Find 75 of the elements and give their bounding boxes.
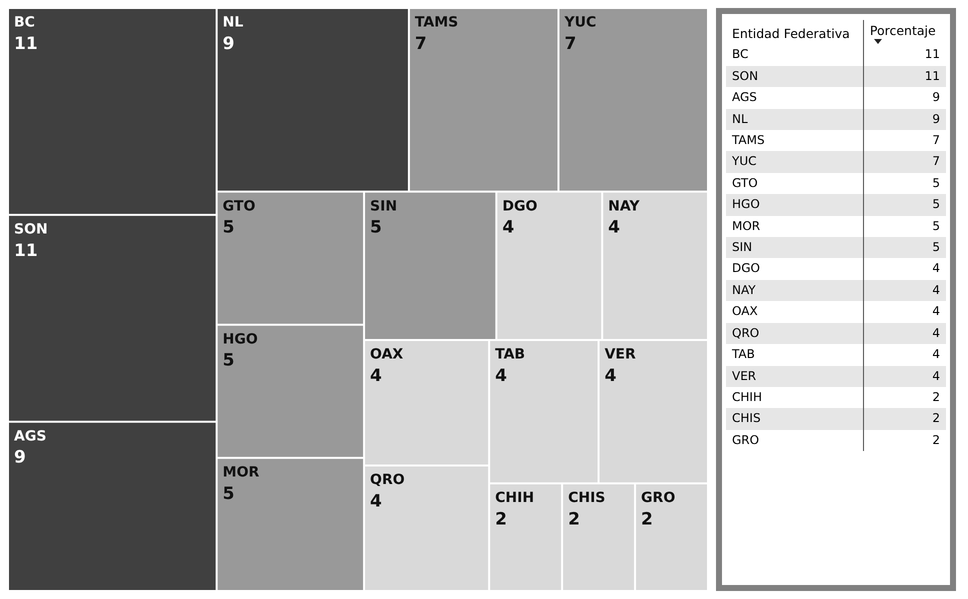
category-label: SIN (731, 239, 754, 256)
category-label: OAX (370, 346, 404, 363)
data-label: 5 (863, 237, 946, 258)
data-label: 4 (863, 301, 946, 323)
data-label: 4 (370, 491, 382, 512)
category-label: QRO (370, 472, 405, 488)
category-label: TAB (495, 346, 526, 363)
data-label: 4 (863, 322, 946, 344)
data-label: 4 (863, 258, 946, 280)
data-label: 7 (863, 151, 946, 173)
data-label: 2 (568, 509, 580, 530)
category-label: NAY (608, 198, 640, 214)
data-label: 2 (863, 386, 946, 408)
data-label: 4 (863, 366, 946, 387)
category-label: CHIH (495, 490, 534, 506)
data-label: 5 (222, 484, 234, 504)
data-label: 7 (863, 130, 946, 152)
data-label: 2 (641, 509, 653, 530)
category-label: SIN (370, 198, 398, 214)
category-label: MOR (731, 218, 762, 235)
category-label: DGO (731, 260, 761, 278)
category-label: DGO (502, 198, 538, 214)
category-label: NL (222, 14, 244, 31)
data-label: 4 (502, 218, 514, 238)
category-label: AGS (14, 428, 46, 444)
category-label: VER (731, 368, 758, 384)
data-label: 4 (863, 280, 946, 302)
category-label: OAX (731, 303, 759, 320)
category-label: GTO (731, 174, 759, 192)
data-label: 9 (863, 87, 946, 109)
data-label: 9 (222, 34, 234, 54)
data-label: 2 (863, 408, 946, 430)
data-label: 9 (863, 108, 946, 130)
data-label: 5 (863, 216, 946, 238)
category-label: BC (731, 46, 750, 64)
data-label: 5 (222, 350, 234, 371)
data-label: 5 (222, 218, 234, 238)
category-label: HGO (222, 331, 258, 348)
category-label: TAMS (414, 14, 458, 31)
category-label: NAY (731, 282, 757, 299)
category-label: BC (14, 14, 35, 31)
data-label: 4 (495, 366, 508, 386)
category-label: CHIH (731, 388, 763, 406)
data-label: 5 (863, 194, 946, 216)
data-label: 11 (14, 240, 38, 261)
data-label: 11 (863, 66, 946, 88)
data-label: 7 (564, 34, 576, 54)
text: Porcentaje (870, 22, 937, 40)
data-label: 4 (604, 366, 617, 386)
category-label: GRO (731, 432, 760, 449)
data-label: 5 (370, 218, 382, 238)
data-label: 5 (863, 172, 946, 194)
category-label: VER (604, 346, 636, 363)
category-label: YUC (563, 14, 596, 31)
category-label: TAMS (731, 132, 766, 150)
category-label: SON (14, 222, 48, 238)
category-label: MOR (222, 464, 260, 481)
data-label: 11 (14, 34, 38, 54)
data-label: 7 (414, 34, 427, 54)
category-label: HGO (731, 196, 761, 214)
category-label: TAB (731, 346, 756, 364)
category-label: CHIS (568, 490, 606, 506)
data-label: 2 (863, 430, 946, 452)
category-label: CHIS (731, 410, 762, 428)
data-label: 4 (370, 366, 382, 386)
category-label: GTO (222, 198, 256, 214)
data-label: 2 (495, 509, 507, 530)
category-label: QRO (731, 324, 760, 342)
data-label: 9 (14, 448, 26, 468)
category-label: GRO (641, 490, 676, 506)
category-label: AGS (731, 89, 758, 106)
data-label: 11 (863, 44, 946, 66)
data-label: 4 (863, 344, 946, 366)
data-label: 4 (608, 218, 620, 238)
text: Entidad Federativa (731, 24, 851, 42)
